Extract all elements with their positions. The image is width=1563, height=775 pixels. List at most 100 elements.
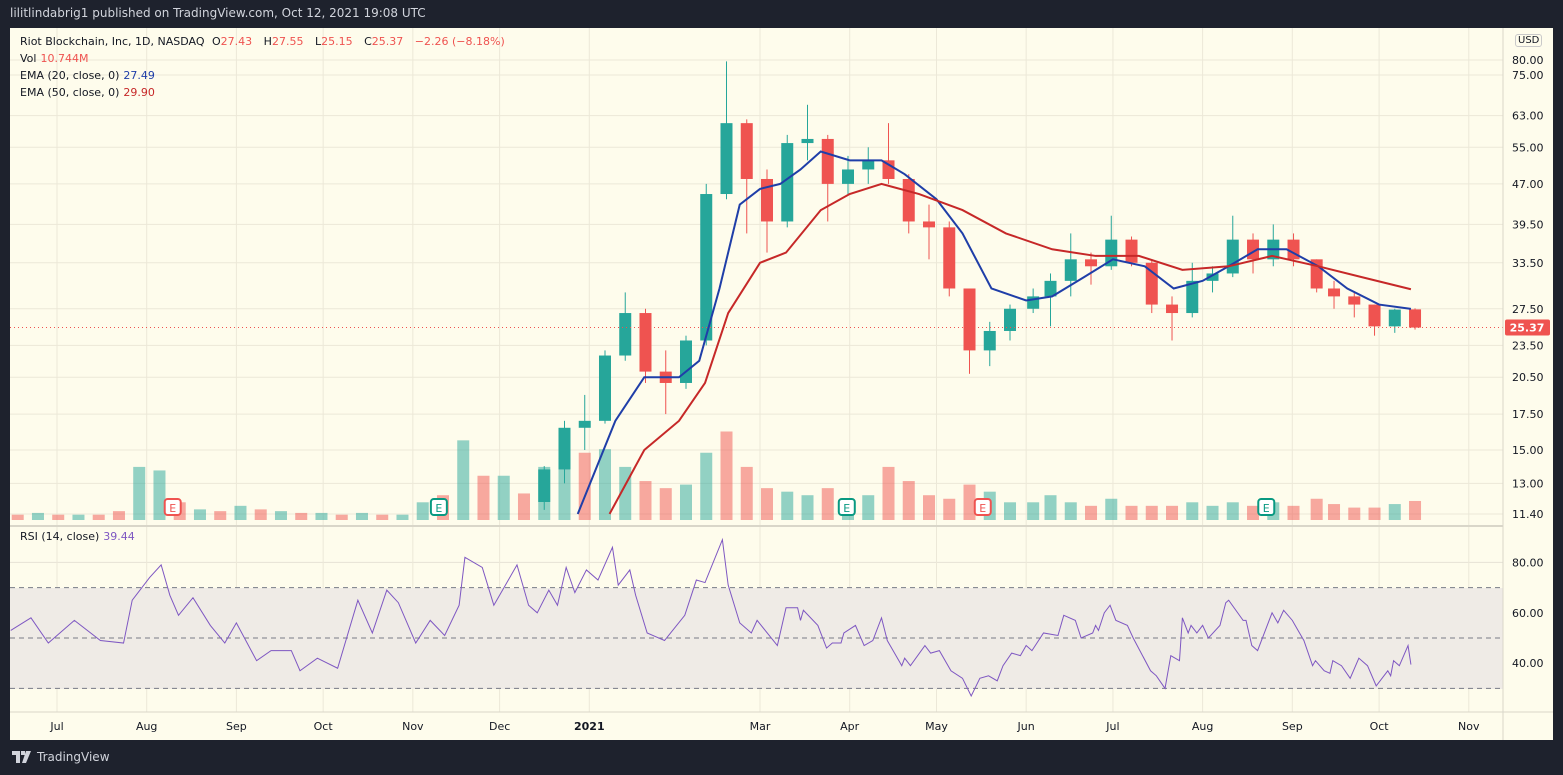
candle-body [983,330,996,351]
ema50-value: 29.90 [123,86,155,99]
volume-bar [457,440,470,520]
volume-bar [1328,504,1341,520]
candle-body [1388,309,1401,327]
earnings-marker-label: E [169,502,176,515]
close-label: C [364,35,372,48]
candle-body [963,288,976,351]
time-tick-label: Jun [1017,720,1035,733]
volume-bar [315,512,328,520]
candle-body [760,178,773,222]
price-tick-label: 20.50 [1512,371,1544,384]
ema20-legend[interactable]: EMA (20, close, 0) 27.49 [20,69,159,82]
volume-bar [92,514,105,520]
rsi-value: 39.44 [103,530,135,543]
volume-bar [11,514,24,520]
candle-body [720,123,733,195]
volume-bar [52,514,65,520]
volume-bar [821,488,834,520]
volume-bar [1310,498,1323,520]
rsi-axis[interactable]: 80.00 60.00 40.00 [1512,556,1544,670]
volume-bar [1027,502,1040,520]
ema20-label: EMA (20, close, 0) [20,69,120,82]
ema50-legend[interactable]: EMA (50, close, 0) 29.90 [20,86,159,99]
volume-bar [1105,498,1118,520]
time-tick-label: Jul [1105,720,1119,733]
price-tick-label: 63.00 [1512,110,1544,123]
volume-bar [193,509,206,520]
volume-bar [943,498,956,520]
volume-bar [1226,502,1239,520]
candle-body [923,221,936,228]
volume-bars [11,431,1422,520]
volume-bar [1348,507,1361,520]
candle-body [1085,259,1098,267]
volume-bar [295,512,308,520]
price-axis[interactable]: 80.00 75.00 63.00 55.00 47.00 39.50 33.50 27.50… [1512,54,1544,521]
candle-body [1166,304,1179,314]
volume-bar [1125,505,1138,520]
volume-bar [1085,505,1098,520]
candle-body [1348,296,1361,305]
volume-value: 10.744M [40,52,89,65]
candle-body [1368,304,1381,327]
candle-body [801,138,814,144]
time-tick-label: 2021 [574,720,605,733]
price-tick-label: 47.00 [1512,178,1544,191]
price-tick-label: 80.00 [1512,54,1544,67]
volume-bar [1064,502,1077,520]
volume-bar [1186,502,1199,520]
price-tick-label: 13.00 [1512,477,1544,490]
volume-bar [396,514,409,520]
rsi-line [10,537,1412,698]
rsi-legend[interactable]: RSI (14, close) 39.44 [20,530,139,543]
time-tick-label: Sep [226,720,247,733]
volume-bar [1388,504,1401,520]
volume-bar [659,488,672,520]
candle-body [1064,259,1077,281]
footer-brand[interactable]: TradingView [12,750,110,764]
time-axis[interactable]: Jul Aug Sep Oct Nov Dec 2021 Mar Apr May Jun Jul Aug… [49,720,1480,733]
candle-body [1206,273,1219,281]
currency-badge[interactable]: USD [1515,34,1543,47]
price-tick-label: 17.50 [1512,408,1544,421]
candle-body [781,143,794,222]
volume-bar [679,484,692,520]
volume-legend[interactable]: Vol 10.744M [20,52,92,65]
volume-bar [133,466,146,520]
candle-body [821,138,834,184]
volume-bar [335,514,348,520]
ema50-label: EMA (50, close, 0) [20,86,120,99]
candle-body [679,340,692,383]
candle-body [882,160,895,179]
price-tick-label: 11.40 [1512,508,1544,521]
high-label: H [263,35,272,48]
low-label: L [314,35,322,48]
ohlc-legend: Riot Blockchain, Inc, 1D, NASDAQ O27.43 … [20,35,509,48]
candle-body [862,160,875,170]
rsi-tick-label: 60.00 [1512,607,1544,620]
ema20-value: 27.49 [123,69,155,82]
candle-body [558,427,571,470]
volume-bar [214,511,227,520]
high-value: 27.55 [271,35,304,48]
volume-bar [1247,505,1260,520]
volume-bar [153,470,166,520]
volume-bar [274,511,287,520]
earnings-marker-label: E [1263,502,1270,515]
candle-body [1328,288,1341,297]
volume-bar [1044,495,1057,520]
candle-body [700,194,713,341]
symbol-title[interactable]: Riot Blockchain, Inc, 1D, NASDAQ [20,35,205,48]
open-label: O [212,35,221,48]
price-tick-label: 23.50 [1512,339,1544,352]
candle-body [1409,309,1422,328]
time-tick-label: Mar [750,720,771,733]
earnings-marker [973,498,992,516]
rsi-label: RSI (14, close) [20,530,100,543]
time-tick-label: Aug [136,720,157,733]
last-price-label-bg [1505,319,1550,336]
candle-body [842,169,855,184]
volume-bar [740,466,753,520]
